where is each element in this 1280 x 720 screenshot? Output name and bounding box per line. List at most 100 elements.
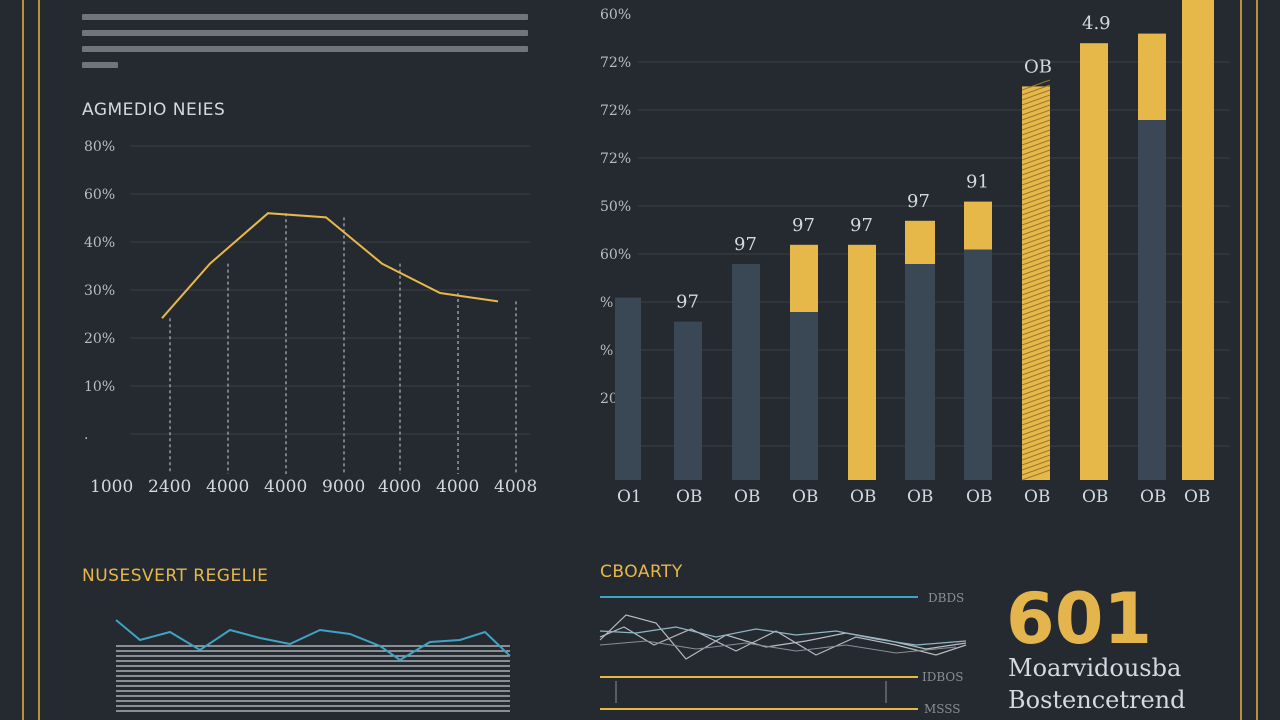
bar-data-label: OB [1024, 56, 1052, 77]
bar-yellow-segment [1182, 0, 1214, 480]
bar-hatch-line [1021, 254, 1051, 266]
bar-hatch-line [1021, 269, 1051, 281]
bar-hatch-line [1021, 364, 1051, 376]
summary-graphic: DBDS IDBOS MSSS [599, 591, 967, 716]
bar-hatch-line [1021, 309, 1051, 321]
bar-x-tick-label: OB [850, 487, 876, 507]
line-chart-title: AGMEDIO NEIES [82, 100, 226, 120]
bar-yellow-segment [905, 220, 935, 264]
bar-hatch-line [1021, 84, 1051, 96]
bar-hatch-line [1021, 239, 1051, 251]
bar-chart: 60% 72% 72% 72% 50% 60%%% 20 O1 OB OB OB OB OB OB OB O… [600, 0, 1230, 507]
bar-y-tick-label: 20 [600, 391, 618, 407]
bar-x-tick-label: O1 [617, 487, 642, 507]
big-stat-number: 601 [1006, 578, 1153, 660]
bar-x-tick-label: OB [1140, 487, 1166, 507]
bar-yellow-segment [1138, 33, 1166, 120]
bar-hatch-line [1021, 174, 1051, 186]
bar-hatch-line [1021, 194, 1051, 206]
bar-data-label: 91 [966, 172, 989, 193]
stat-line-1: Moarvidousba [1008, 654, 1182, 682]
bar-data-label: 97 [907, 191, 930, 212]
bar-hatch-line [1021, 329, 1051, 341]
bar-hatch-line [1021, 439, 1051, 451]
bar-hatch-line [1021, 354, 1051, 366]
bar-hatch-line [1021, 284, 1051, 296]
bar-hatch-line [1021, 144, 1051, 156]
bar-hatch-line [1021, 159, 1051, 171]
bar-y-tick-label: % [600, 343, 613, 359]
line-x-tick-label: 4000 [436, 477, 479, 497]
line-x-tick-label: 4000 [264, 477, 307, 497]
bar-data-label: 4.9 [1082, 13, 1111, 34]
summary-section-title: CBOARTY [600, 562, 683, 582]
bar-yellow-segment [964, 201, 992, 250]
summary-label-3: MSSS [924, 702, 961, 716]
bar-hatch-line [1021, 214, 1051, 226]
wave-outline [115, 619, 511, 662]
bar-hatch-line [1021, 389, 1051, 401]
bar-hatch-line [1021, 459, 1051, 471]
bar-hatch-line [1021, 444, 1051, 456]
bar-hatch-line [1021, 394, 1051, 406]
bar-dark-segment [674, 321, 702, 480]
bar-x-tick-label: OB [1184, 487, 1210, 507]
bar-hatch-line [1021, 204, 1051, 216]
bar-hatch-line [1021, 94, 1051, 106]
bar-hatch-line [1021, 219, 1051, 231]
bar-yellow-segment [790, 244, 818, 312]
bar-yellow-segment [848, 244, 876, 480]
bar-hatch-line [1021, 419, 1051, 431]
frame-line-left-inner [38, 0, 40, 720]
bar-hatch-line [1021, 374, 1051, 386]
bar-data-label: 97 [850, 215, 873, 236]
bar-y-tick-label: 72% [600, 55, 631, 71]
bar-hatch-line [1021, 104, 1051, 116]
bar-hatch-line [1021, 229, 1051, 241]
bar-hatch-line [1021, 369, 1051, 381]
line-y-tick-label: 80% [84, 139, 115, 155]
bar-dark-segment [732, 264, 760, 480]
bar-x-tick-label: OB [676, 487, 702, 507]
line-x-tick-label: 4000 [378, 477, 421, 497]
bar-hatch-line [1021, 319, 1051, 331]
bar-x-tick-label: OB [734, 487, 760, 507]
bar-hatch-line [1021, 139, 1051, 151]
bar-hatch-line [1021, 289, 1051, 301]
bar-hatch-line [1021, 264, 1051, 276]
bar-hatch-line [1021, 129, 1051, 141]
bar-hatch-line [1021, 149, 1051, 161]
bar-hatch-line [1021, 279, 1051, 291]
bar-hatch-line [1021, 189, 1051, 201]
bar-hatch-line [1021, 334, 1051, 346]
bar-hatch-line [1021, 294, 1051, 306]
bar-hatch-line [1021, 434, 1051, 446]
bar-hatch-line [1021, 414, 1051, 426]
bar-hatch-line [1021, 224, 1051, 236]
bar-hatch-line [1021, 304, 1051, 316]
bar-hatch-line [1021, 274, 1051, 286]
line-x-tick-label: 9000 [322, 477, 365, 497]
bar-hatch-line [1021, 344, 1051, 356]
line-y-tick-label: 60% [84, 187, 115, 203]
bar-hatch-line [1021, 314, 1051, 326]
bar-hatch-line [1021, 234, 1051, 246]
line-chart: 80% 60% 40% 30% 20% 10%. 1000 2400 4000 4000 9000… [84, 139, 537, 497]
bar-hatch-line [1021, 124, 1051, 136]
bar-y-tick-label: % [600, 295, 613, 311]
bar-hatch-line [1021, 324, 1051, 336]
line-y-tick-label: 30% [84, 283, 115, 299]
bar-x-tick-label: OB [792, 487, 818, 507]
bar-hatch-line [1021, 109, 1051, 121]
wave-graphic [115, 619, 511, 712]
line-x-tick-label: 1000 [90, 477, 133, 497]
bar-hatch-line [1021, 89, 1051, 101]
summary-label-2: IDBOS [922, 670, 963, 684]
bar-y-tick-label: 60% [600, 7, 631, 23]
bar-hatch-line [1021, 249, 1051, 261]
bar-x-tick-label: OB [1024, 487, 1050, 507]
bar-hatch-line [1021, 339, 1051, 351]
bar-hatch-line [1021, 169, 1051, 181]
line-x-tick-label: 2400 [148, 477, 191, 497]
line-y-tick-label: 40% [84, 235, 115, 251]
